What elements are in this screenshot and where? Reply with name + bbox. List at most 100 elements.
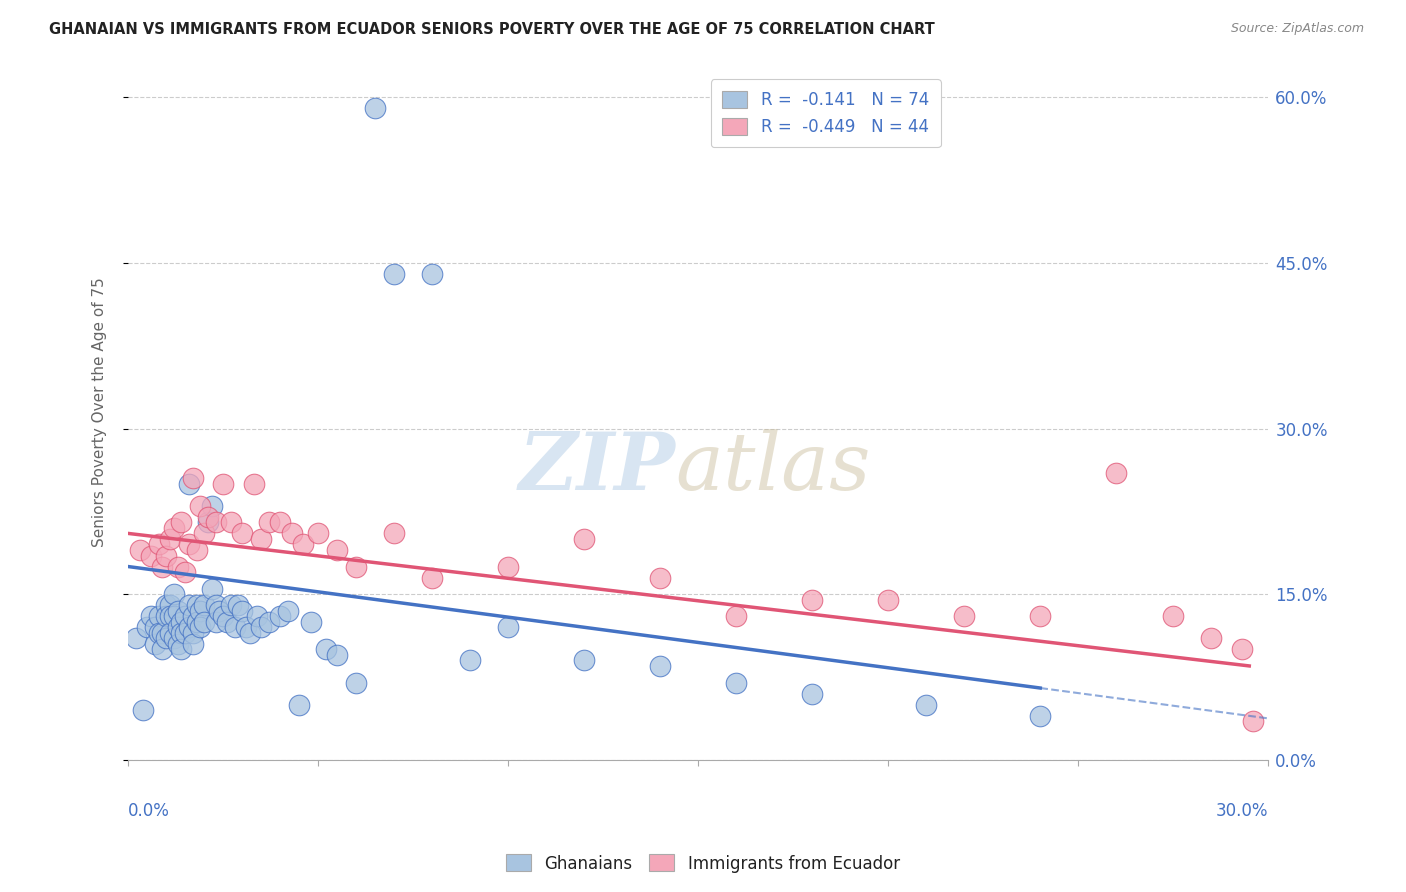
Point — [382, 526, 405, 541]
Point — [155, 598, 177, 612]
Point — [155, 609, 177, 624]
Point — [170, 642, 193, 657]
Point — [177, 620, 200, 634]
Point — [269, 516, 291, 530]
Point — [231, 604, 253, 618]
Point — [148, 537, 170, 551]
Point — [364, 101, 387, 115]
Point — [174, 625, 197, 640]
Point — [201, 582, 224, 596]
Point — [299, 615, 322, 629]
Point — [288, 698, 311, 712]
Point — [197, 509, 219, 524]
Point — [246, 609, 269, 624]
Point — [1105, 466, 1128, 480]
Point — [915, 698, 938, 712]
Point — [181, 609, 204, 624]
Point — [219, 598, 242, 612]
Text: 30.0%: 30.0% — [1216, 802, 1268, 820]
Point — [212, 476, 235, 491]
Point — [150, 559, 173, 574]
Point — [150, 625, 173, 640]
Point — [159, 532, 181, 546]
Point — [166, 604, 188, 618]
Point — [166, 637, 188, 651]
Point — [239, 625, 262, 640]
Point — [139, 549, 162, 563]
Point — [219, 516, 242, 530]
Point — [193, 598, 215, 612]
Point — [181, 637, 204, 651]
Point — [1241, 714, 1264, 728]
Point — [242, 476, 264, 491]
Point — [257, 516, 280, 530]
Point — [170, 516, 193, 530]
Point — [190, 499, 212, 513]
Point — [953, 609, 976, 624]
Point — [877, 592, 900, 607]
Point — [280, 526, 302, 541]
Point — [725, 609, 748, 624]
Point — [159, 609, 181, 624]
Point — [163, 632, 186, 646]
Point — [143, 637, 166, 651]
Point — [163, 609, 186, 624]
Point — [650, 571, 672, 585]
Point — [326, 543, 349, 558]
Point — [235, 620, 257, 634]
Point — [177, 476, 200, 491]
Point — [231, 526, 253, 541]
Point — [277, 604, 299, 618]
Point — [215, 615, 238, 629]
Point — [212, 609, 235, 624]
Point — [204, 598, 226, 612]
Point — [181, 625, 204, 640]
Point — [186, 615, 208, 629]
Text: GHANAIAN VS IMMIGRANTS FROM ECUADOR SENIORS POVERTY OVER THE AGE OF 75 CORRELATI: GHANAIAN VS IMMIGRANTS FROM ECUADOR SENI… — [49, 22, 935, 37]
Point — [177, 598, 200, 612]
Point — [186, 543, 208, 558]
Point — [155, 632, 177, 646]
Point — [204, 516, 226, 530]
Point — [1201, 632, 1223, 646]
Point — [190, 620, 212, 634]
Point — [250, 532, 273, 546]
Text: ZIP: ZIP — [519, 429, 675, 507]
Point — [159, 625, 181, 640]
Point — [420, 267, 443, 281]
Point — [1161, 609, 1184, 624]
Point — [136, 620, 159, 634]
Point — [344, 675, 367, 690]
Point — [170, 615, 193, 629]
Point — [1029, 708, 1052, 723]
Point — [725, 675, 748, 690]
Point — [186, 598, 208, 612]
Point — [193, 615, 215, 629]
Point — [382, 267, 405, 281]
Point — [139, 609, 162, 624]
Point — [148, 625, 170, 640]
Point — [250, 620, 273, 634]
Point — [150, 642, 173, 657]
Point — [132, 703, 155, 717]
Point — [650, 659, 672, 673]
Point — [148, 609, 170, 624]
Point — [315, 642, 337, 657]
Text: Source: ZipAtlas.com: Source: ZipAtlas.com — [1230, 22, 1364, 36]
Point — [174, 609, 197, 624]
Point — [166, 559, 188, 574]
Point — [269, 609, 291, 624]
Point — [1029, 609, 1052, 624]
Legend: Ghanaians, Immigrants from Ecuador: Ghanaians, Immigrants from Ecuador — [499, 847, 907, 880]
Point — [204, 615, 226, 629]
Point — [177, 537, 200, 551]
Point — [224, 620, 246, 634]
Point — [326, 648, 349, 662]
Point — [574, 653, 596, 667]
Point — [155, 549, 177, 563]
Point — [193, 526, 215, 541]
Point — [496, 620, 519, 634]
Point — [291, 537, 314, 551]
Legend: R =  -0.141   N = 74, R =  -0.449   N = 44: R = -0.141 N = 74, R = -0.449 N = 44 — [711, 79, 941, 147]
Text: 0.0%: 0.0% — [128, 802, 170, 820]
